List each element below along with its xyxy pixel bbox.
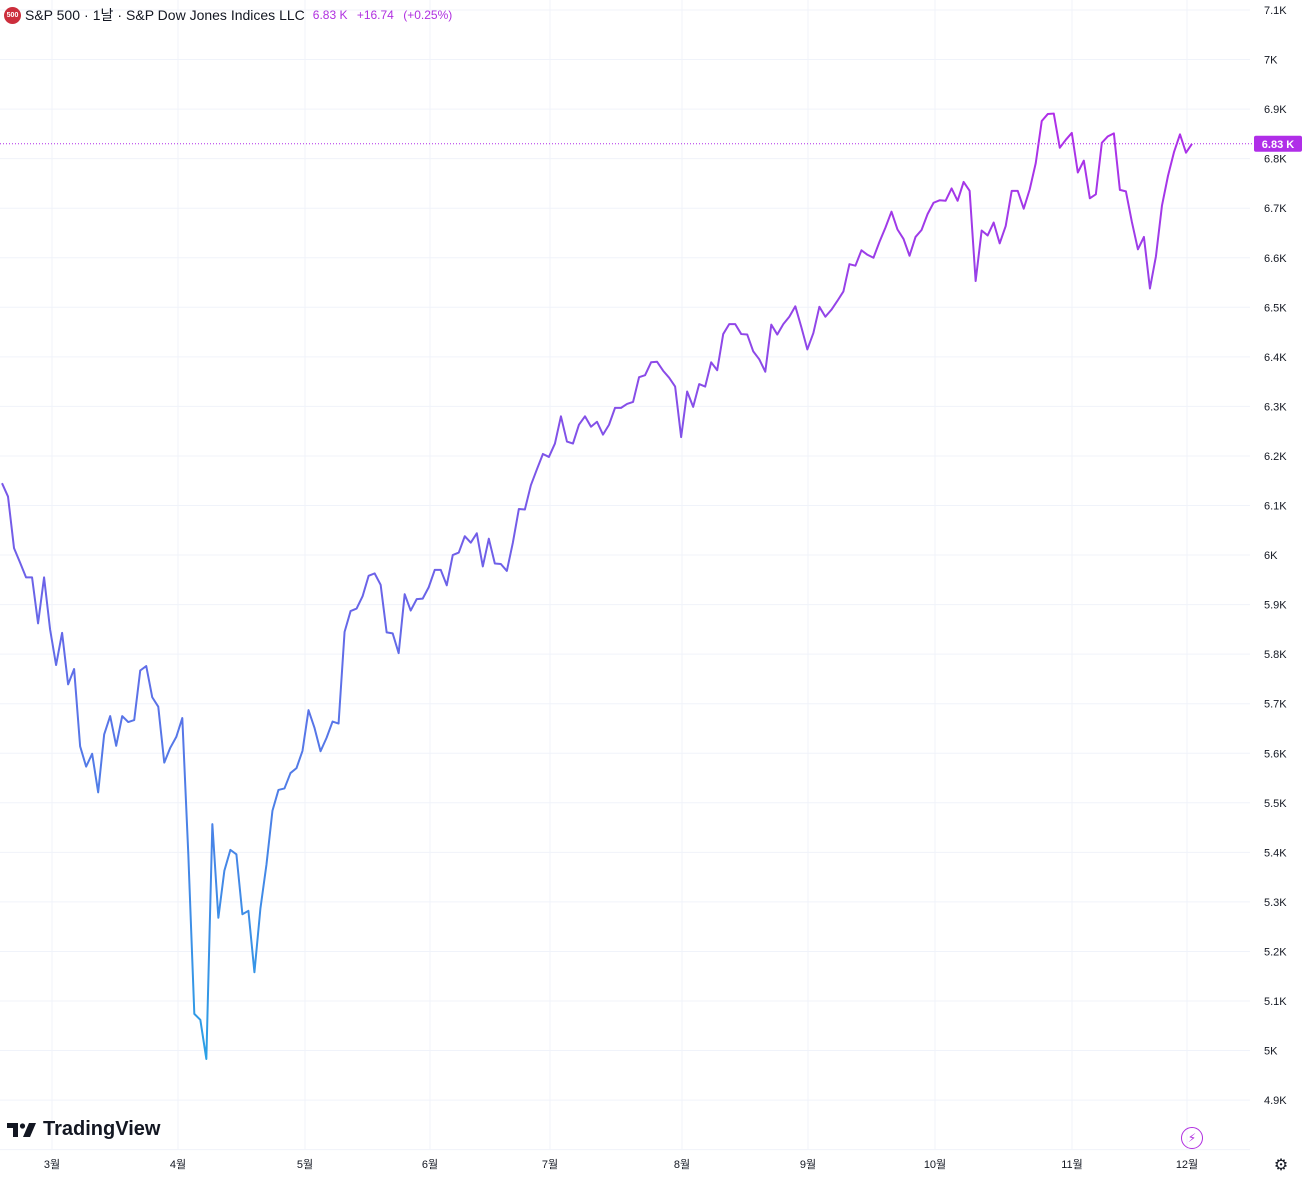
symbol-logo-icon[interactable]: 500: [4, 6, 21, 24]
y-tick-label: 7K: [1264, 55, 1278, 67]
x-tick-label: 11월: [1061, 1158, 1083, 1171]
y-tick-label: 5K: [1264, 1046, 1278, 1058]
y-tick-label: 5.9K: [1264, 600, 1287, 612]
last-price-label-bg: [1254, 135, 1302, 152]
price-line-group: [0, 112, 1252, 1060]
y-tick-label: 6.1K: [1264, 501, 1287, 513]
last-price-label: 6.83 K: [1262, 139, 1294, 151]
y-tick-label: 4.9K: [1264, 1095, 1287, 1107]
y-tick-label: 5.8K: [1264, 649, 1287, 661]
quote-values: 6.83 K +16.74 (+0.25%): [313, 8, 458, 22]
x-tick-label: 8월: [674, 1158, 690, 1171]
y-tick-label: 5.5K: [1264, 798, 1287, 810]
y-tick-label: 5.4K: [1264, 847, 1287, 859]
y-tick-label: 6.6K: [1264, 253, 1287, 265]
lightning-icon[interactable]: ⚡: [1181, 1127, 1203, 1149]
data-source: S&P Dow Jones Indices LLC: [126, 7, 305, 23]
y-tick-label: 6.8K: [1264, 154, 1287, 166]
symbol-header: 500 S&P 500 · 1날 · S&P Dow Jones Indices…: [4, 5, 458, 25]
price-axis[interactable]: 4.9K 5K 5.1K 5.2K 5.3K 5.4K 5.5K 5.6K 5.7K 5.8K 5.…: [1254, 5, 1302, 1107]
y-tick-label: 6.7K: [1264, 203, 1287, 215]
y-tick-label: 6.5K: [1264, 302, 1287, 314]
time-axis[interactable]: 3월 4월 5월 6월 7월 8월 9월 10월 11월 12월: [44, 1158, 1198, 1171]
symbol-name[interactable]: S&P 500: [25, 7, 81, 23]
x-tick-label: 6월: [422, 1158, 438, 1171]
y-tick-label: 5.3K: [1264, 897, 1287, 909]
y-tick-label: 5.2K: [1264, 946, 1287, 958]
y-tick-label: 6.2K: [1264, 451, 1287, 463]
y-tick-label: 6K: [1264, 550, 1278, 562]
settings-icon[interactable]: ⚙: [1273, 1157, 1289, 1174]
x-tick-label: 7월: [542, 1158, 558, 1171]
tradingview-logo[interactable]: TradingView: [7, 1118, 160, 1141]
x-tick-label: 5월: [297, 1158, 313, 1171]
y-tick-label: 6.4K: [1264, 352, 1287, 364]
grid: [0, 0, 1250, 1151]
price-change-percent: (+0.25%): [403, 8, 453, 22]
x-tick-label: 10월: [924, 1158, 946, 1171]
y-tick-label: 6.3K: [1264, 401, 1287, 413]
y-tick-label: 5.7K: [1264, 699, 1287, 711]
tradingview-logo-icon: [7, 1122, 36, 1137]
interval-label[interactable]: 1날: [92, 7, 114, 23]
tradingview-logo-text: TradingView: [43, 1118, 161, 1140]
y-tick-label: 6.9K: [1264, 104, 1287, 116]
last-price: 6.83 K: [312, 8, 348, 22]
y-tick-label: 5.6K: [1264, 748, 1287, 760]
x-tick-label: 9월: [800, 1158, 816, 1171]
y-tick-label: 7.1K: [1264, 5, 1287, 17]
y-tick-label: 5.1K: [1264, 996, 1287, 1008]
x-tick-label: 3월: [44, 1158, 60, 1171]
price-change: +16.74: [356, 8, 394, 22]
x-tick-label: 4월: [170, 1158, 186, 1171]
price-line: [1, 112, 1193, 1060]
x-tick-label: 12월: [1176, 1158, 1198, 1171]
separator-dot: ·: [117, 7, 123, 23]
separator-dot: ·: [84, 7, 89, 23]
